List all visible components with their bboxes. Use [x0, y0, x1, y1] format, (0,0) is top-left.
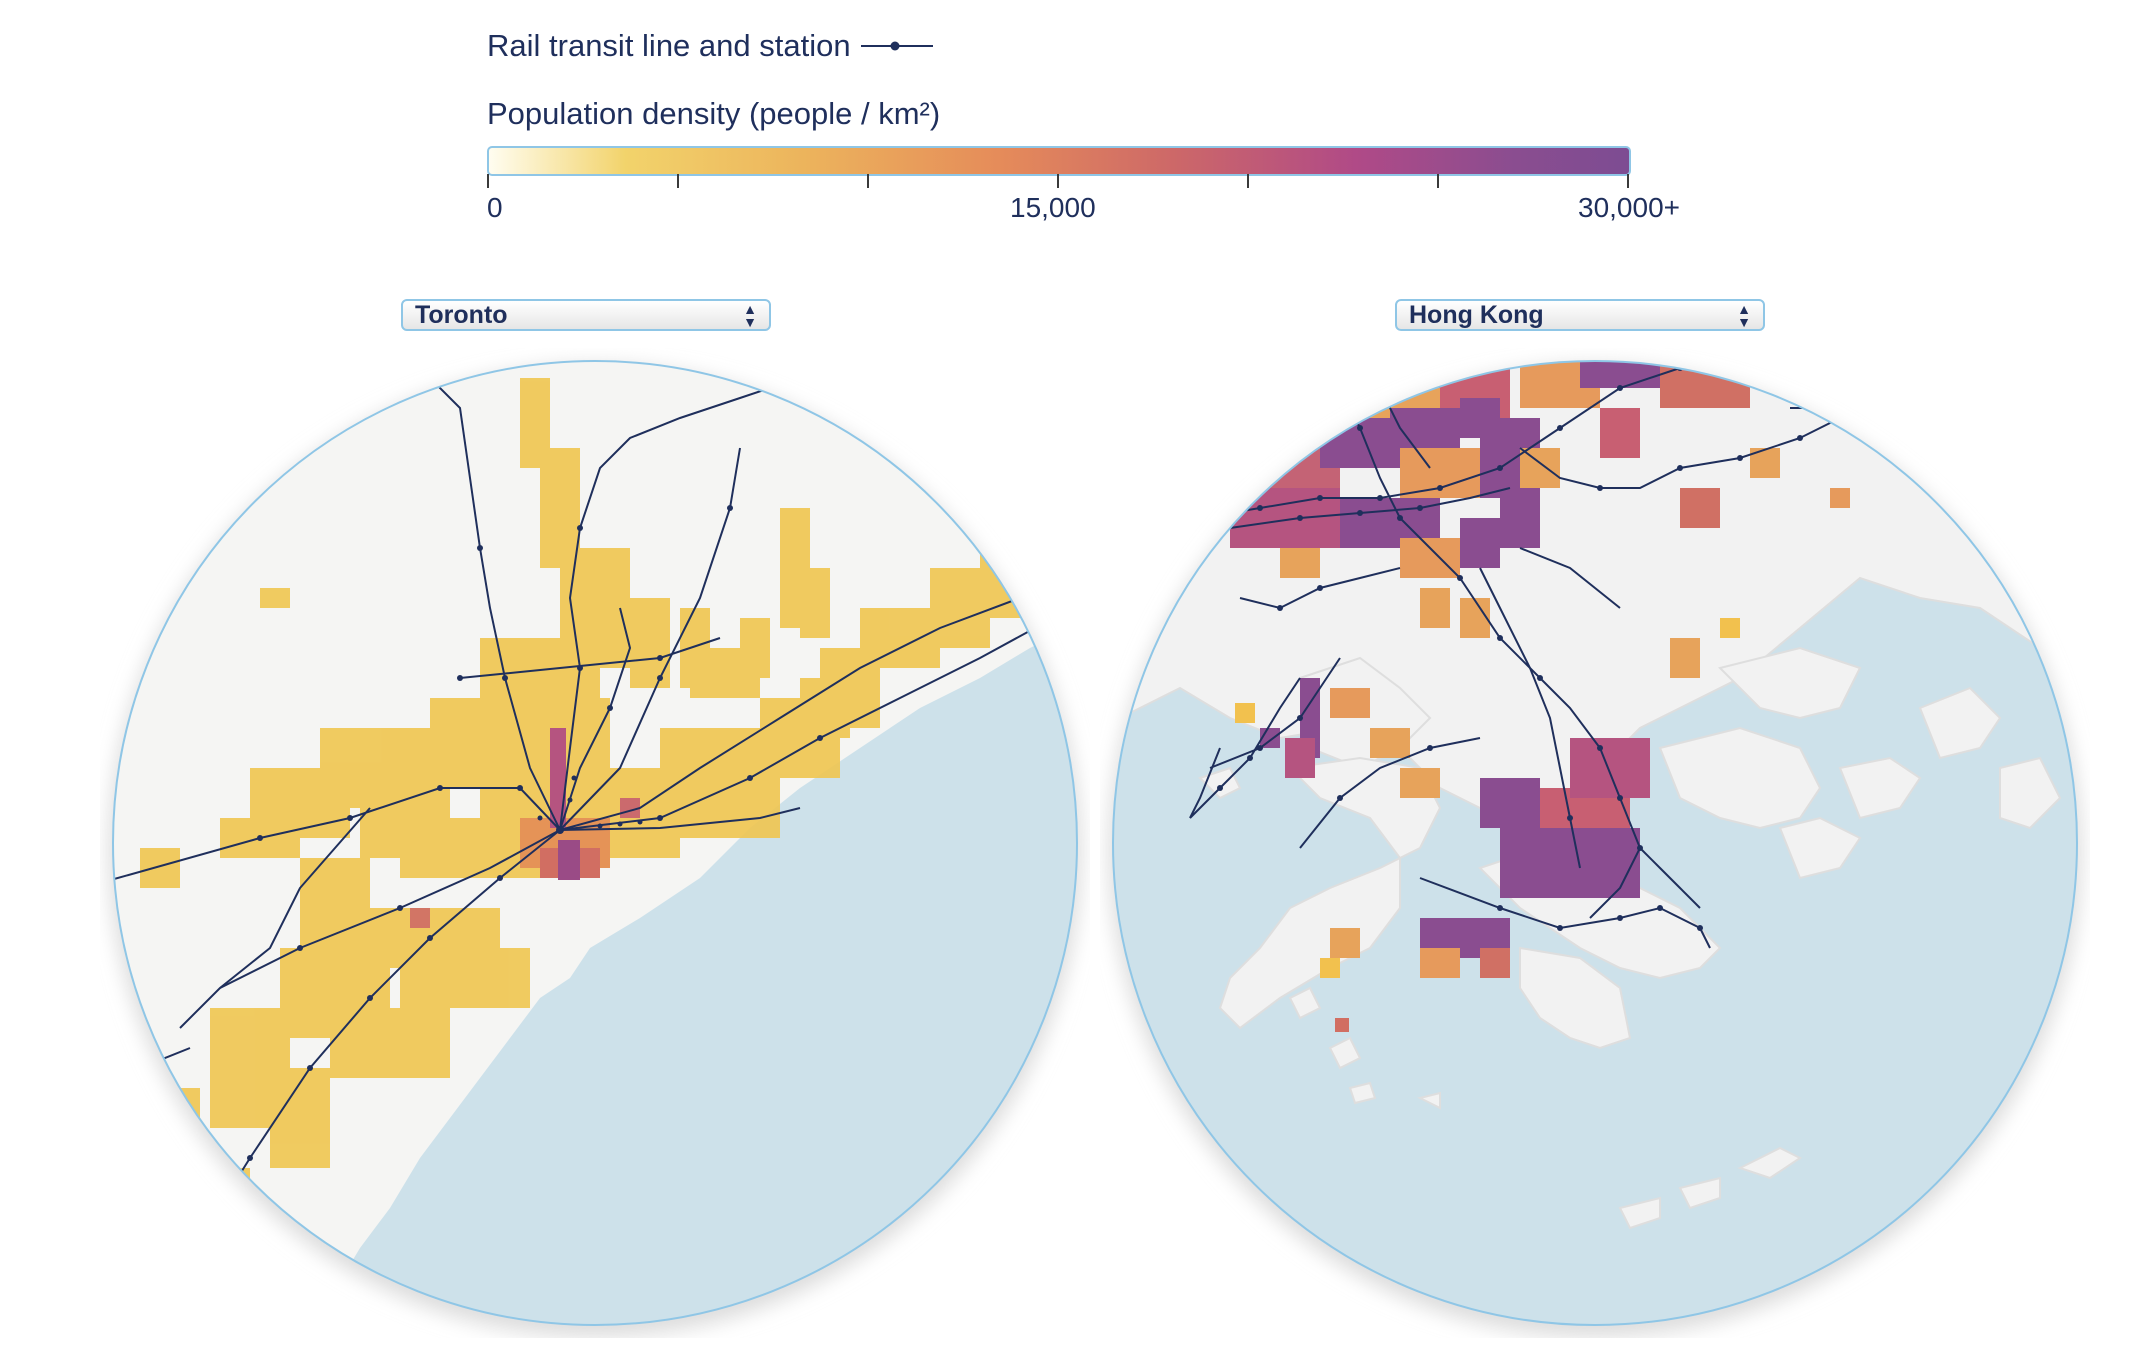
map-toronto[interactable]	[100, 348, 1090, 1338]
city-select-left-value: Toronto	[415, 300, 508, 329]
rail-legend-label: Rail transit line and station	[487, 28, 851, 63]
colorbar-tick	[1437, 174, 1439, 188]
up-down-arrows-icon: ▲ ▼	[743, 301, 757, 330]
colorbar-tick	[867, 174, 869, 188]
colorbar-mid-label: 15,000	[1010, 192, 1096, 223]
colorbar-tick	[487, 174, 489, 188]
rail-line-station-icon	[860, 41, 933, 51]
map-hong-kong[interactable]	[1100, 348, 2090, 1338]
colorbar-tick	[1247, 174, 1249, 188]
colorbar-max-label: 30,000+	[1578, 192, 1680, 223]
city-select-right-value: Hong Kong	[1409, 300, 1544, 329]
density-legend-title: Population density (people / km²)	[487, 96, 941, 131]
colorbar-tick	[677, 174, 679, 188]
density-colorbar	[487, 146, 1631, 176]
map-border	[112, 360, 1078, 1326]
colorbar-tick	[1057, 174, 1059, 188]
city-select-right[interactable]: Hong Kong ▲ ▼	[1395, 299, 1765, 331]
map-border	[1112, 360, 2078, 1326]
up-down-arrows-icon: ▲ ▼	[1737, 301, 1751, 330]
colorbar-ticks	[487, 174, 1631, 190]
rail-legend: Rail transit line and station	[487, 28, 933, 64]
city-select-left[interactable]: Toronto ▲ ▼	[401, 299, 771, 331]
rail-stations	[247, 505, 823, 1161]
colorbar-min-label: 0	[487, 192, 503, 223]
colorbar-tick	[1627, 174, 1629, 188]
rail-stations	[1217, 365, 1983, 931]
